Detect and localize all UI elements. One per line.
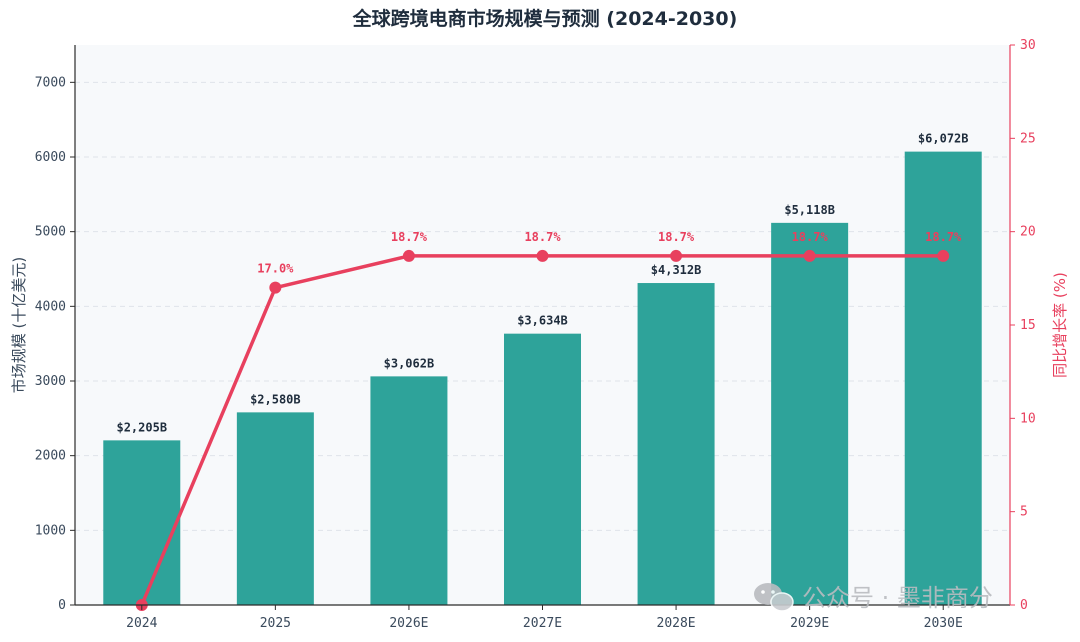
bar-value-label: $3,634B xyxy=(517,314,568,328)
y2-tick-label: 0 xyxy=(1020,598,1028,613)
bar xyxy=(236,412,314,605)
y-tick-label: 2000 xyxy=(35,449,66,464)
growth-value-label: 18.7% xyxy=(524,230,561,244)
y2-tick-label: 10 xyxy=(1020,411,1036,426)
bar-series xyxy=(103,151,982,605)
bar-value-label: $3,062B xyxy=(384,356,435,370)
bar xyxy=(771,222,849,605)
y2-tick-label: 15 xyxy=(1020,318,1036,333)
watermark: 公众号 · 墨非商分 xyxy=(754,583,993,612)
x-tick-label: 2026E xyxy=(389,616,428,631)
x-tick-label: 2027E xyxy=(523,616,562,631)
x-tick-label: 2025 xyxy=(260,616,291,631)
y-axis-label: 市场规模 (十亿美元) xyxy=(10,257,28,393)
y2-tick-label: 30 xyxy=(1020,38,1036,53)
y-tick-label: 7000 xyxy=(35,75,66,90)
x-axis-ticks: 2024 2025 2026E 2027E 2028E 2029E 2030E xyxy=(126,605,963,631)
watermark-text: 公众号 · 墨非商分 xyxy=(802,584,993,612)
growth-point xyxy=(803,249,816,262)
x-tick-label: 2030E xyxy=(924,616,963,631)
growth-value-label: 18.7% xyxy=(658,230,695,244)
y2-axis-label: 同比增长率 (%) xyxy=(1051,272,1069,378)
y-tick-label: 4000 xyxy=(35,299,66,314)
growth-point xyxy=(402,249,415,262)
gridlines xyxy=(75,81,1010,531)
growth-value-label: 17.0% xyxy=(257,262,294,276)
bar xyxy=(504,333,581,605)
growth-point xyxy=(269,281,282,294)
bar-value-label: $5,118B xyxy=(784,203,835,217)
bar-value-label: $6,072B xyxy=(918,132,969,146)
y2-tick-label: 20 xyxy=(1020,225,1036,240)
bar xyxy=(904,151,982,605)
bar xyxy=(103,440,181,605)
y-tick-label: 5000 xyxy=(35,225,66,240)
x-tick-label: 2029E xyxy=(790,616,829,631)
left-axis-ticks: 0 1000 2000 3000 4000 5000 6000 7000 xyxy=(35,75,75,613)
growth-point xyxy=(937,249,950,262)
bar-value-label: $2,205B xyxy=(116,420,167,434)
y2-tick-label: 5 xyxy=(1020,505,1028,520)
chart-title: 全球跨境电商市场规模与预测 (2024-2030) xyxy=(352,7,738,30)
bar xyxy=(637,283,715,605)
bar-value-label: $2,580B xyxy=(250,392,301,406)
bar-value-label: $4,312B xyxy=(651,263,702,277)
x-tick-label: 2028E xyxy=(657,616,696,631)
growth-point xyxy=(670,249,683,262)
x-tick-label: 2024 xyxy=(126,616,157,631)
right-axis-ticks: 0 5 10 15 20 25 30 xyxy=(1010,38,1036,613)
growth-value-label: 18.7% xyxy=(925,230,962,244)
wechat-icon xyxy=(754,583,794,612)
growth-point xyxy=(536,249,549,262)
y-tick-label: 1000 xyxy=(35,523,66,538)
y2-tick-label: 25 xyxy=(1020,131,1036,146)
y-tick-label: 6000 xyxy=(35,150,66,165)
growth-value-label: 18.7% xyxy=(792,230,829,244)
growth-line-series: 17.0% 18.7% 18.7% 18.7% 18.7% 18.7% xyxy=(135,230,962,611)
bar xyxy=(370,376,448,605)
y-tick-label: 3000 xyxy=(35,374,66,389)
y-tick-label: 0 xyxy=(58,598,66,613)
growth-value-label: 18.7% xyxy=(391,230,428,244)
bar-value-labels: $2,205B $2,580B $3,062B $3,634B $4,312B $5,11… xyxy=(116,132,968,435)
